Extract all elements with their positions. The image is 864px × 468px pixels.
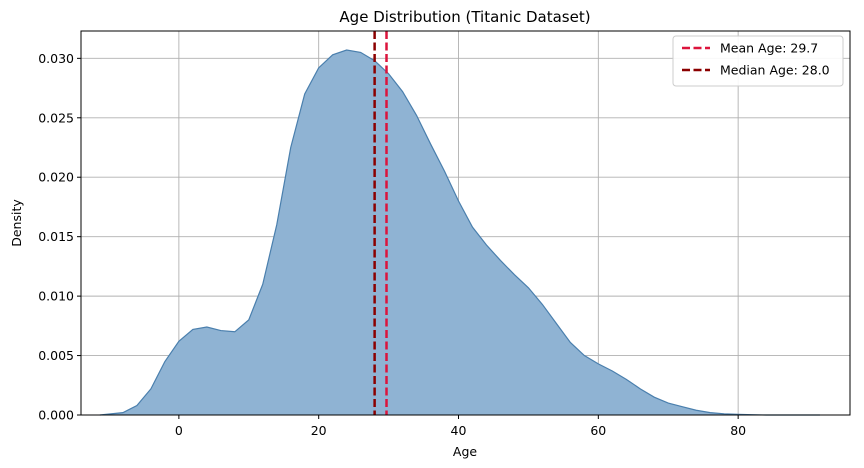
x-tick-label: 60 bbox=[590, 423, 606, 438]
x-axis-ticks: 0 20 40 60 80 bbox=[175, 415, 746, 438]
y-axis-label: Density bbox=[9, 199, 24, 247]
x-tick-label: 20 bbox=[311, 423, 327, 438]
y-axis-ticks: 0.000 0.005 0.010 0.015 0.020 0.025 0.030 bbox=[38, 51, 81, 423]
x-axis-label: Age bbox=[453, 444, 477, 459]
y-tick-label: 0.015 bbox=[38, 229, 74, 244]
y-tick-label: 0.005 bbox=[38, 348, 74, 363]
x-tick-label: 80 bbox=[730, 423, 746, 438]
legend: Mean Age: 29.7 Median Age: 28.0 bbox=[672, 35, 844, 87]
y-tick-label: 0.025 bbox=[38, 110, 74, 125]
legend-label-median: Median Age: 28.0 bbox=[720, 63, 830, 78]
reference-lines bbox=[373, 31, 388, 415]
y-tick-label: 0.010 bbox=[38, 289, 74, 304]
plot-frame bbox=[80, 30, 851, 416]
density-line bbox=[99, 49, 820, 416]
x-tick-label: 0 bbox=[175, 423, 183, 438]
y-tick-label: 0.030 bbox=[38, 51, 74, 66]
chart-title: Age Distribution (Titanic Dataset) bbox=[339, 8, 590, 26]
y-tick-label: 0.020 bbox=[38, 170, 74, 185]
y-tick-label: 0.000 bbox=[38, 408, 74, 423]
legend-label-mean: Mean Age: 29.7 bbox=[720, 41, 818, 56]
density-area bbox=[99, 50, 820, 416]
x-tick-label: 40 bbox=[451, 423, 467, 438]
legend-box bbox=[672, 35, 844, 87]
